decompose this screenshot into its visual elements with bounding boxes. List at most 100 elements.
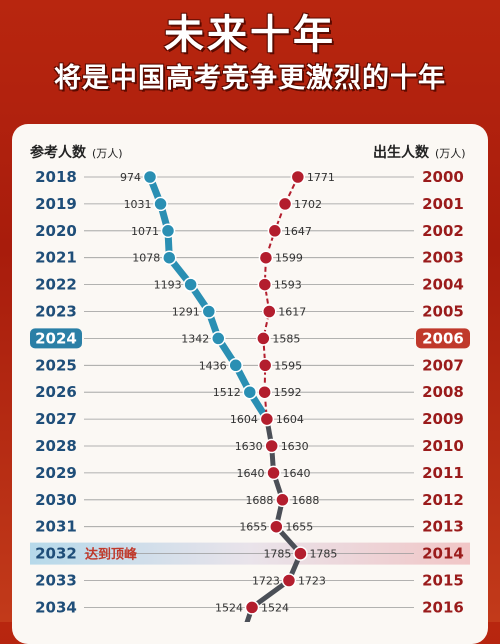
- chart-panel: 参考人数 (万人) 出生人数 (万人) 2018 2000 2019 2001 2020 2002…: [12, 124, 488, 644]
- merged-point: [269, 519, 284, 534]
- exam-value-label: 1785: [263, 548, 291, 561]
- birth-value-label: 1599: [275, 252, 303, 265]
- exam-year-label: 2021: [35, 249, 77, 267]
- exam-year-label: 2027: [35, 410, 77, 428]
- birth-value-label: 1655: [285, 521, 313, 534]
- birth-value-label: 1647: [284, 225, 312, 238]
- birth-point: [257, 358, 273, 373]
- peak-label: 达到顶峰: [85, 547, 138, 563]
- exam-year-label: 2020: [35, 222, 77, 240]
- exam-year-label: 2026: [35, 383, 77, 401]
- birth-value-label: 1771: [307, 171, 335, 184]
- exam-year-label: 2033: [35, 572, 77, 590]
- birth-year-label: 2008: [422, 383, 464, 401]
- merged-point: [259, 411, 275, 427]
- exam-year-label: 2023: [35, 303, 77, 321]
- exam-value-label: 1071: [131, 225, 159, 238]
- birth-value-label: 1593: [274, 279, 302, 292]
- exam-year-label: 2018: [35, 168, 77, 186]
- exam-year-label: 2034: [35, 598, 77, 616]
- birth-value-label: 1785: [309, 548, 337, 561]
- merged-point: [275, 492, 290, 508]
- birth-year-label: 2005: [422, 303, 464, 321]
- exam-value-label: 974: [120, 171, 141, 184]
- birth-year-label: 2003: [422, 249, 464, 267]
- birth-value-label: 1595: [274, 359, 302, 372]
- birth-year-label: 2001: [422, 195, 464, 213]
- birth-year-label: 2012: [422, 491, 464, 509]
- birth-value-label: 1617: [278, 306, 306, 319]
- exam-point: [211, 331, 226, 346]
- birth-point: [262, 304, 277, 319]
- exam-year-label: 2028: [35, 437, 77, 455]
- birth-point: [277, 196, 293, 212]
- exam-year-label: 2032: [35, 545, 77, 563]
- right-axis-label: 出生人数: [373, 144, 430, 161]
- birth-point: [257, 277, 273, 292]
- exam-value-label: 1291: [172, 306, 200, 319]
- subtitle: 将是中国高考竞争更激烈的十年: [54, 63, 446, 94]
- chart-svg: 参考人数 (万人) 出生人数 (万人) 2018 2000 2019 2001 2020 2002…: [30, 144, 470, 622]
- birth-year-label: 2010: [422, 437, 464, 455]
- birth-year-label: 2011: [422, 464, 464, 482]
- birth-year-label: 2000: [422, 168, 464, 186]
- birth-year-label: 2006: [422, 329, 464, 347]
- birth-value-label: 1688: [291, 494, 319, 507]
- exam-year-label: 2024: [35, 329, 77, 347]
- left-axis-label: 参考人数: [30, 144, 87, 161]
- birth-year-label: 2015: [422, 572, 464, 590]
- exam-value-label: 1604: [230, 413, 258, 426]
- exam-value-label: 1436: [199, 359, 227, 372]
- exam-point: [142, 169, 158, 185]
- exam-value-label: 1078: [132, 252, 160, 265]
- birth-year-label: 2009: [422, 410, 464, 428]
- exam-point: [153, 196, 168, 212]
- main-title: 未来十年: [164, 12, 336, 58]
- merged-point: [244, 600, 260, 615]
- exam-point: [162, 250, 177, 265]
- birth-point: [258, 250, 274, 265]
- birth-value-label: 1723: [298, 575, 326, 588]
- birth-year-label: 2016: [422, 598, 464, 616]
- exam-year-label: 2019: [35, 195, 77, 213]
- right-axis-unit: (万人): [435, 147, 466, 160]
- birth-value-label: 1630: [281, 440, 309, 453]
- exam-value-label: 1655: [239, 521, 267, 534]
- exam-point: [183, 277, 198, 292]
- birth-point: [267, 223, 283, 239]
- birth-year-label: 2004: [422, 276, 464, 294]
- highlight-right-badge: [416, 328, 470, 349]
- exam-year-label: 2029: [35, 464, 77, 482]
- exam-year-label: 2025: [35, 356, 77, 374]
- highlight-left-badge: [30, 328, 82, 349]
- exam-value-label: 1193: [154, 279, 182, 292]
- exam-point: [160, 223, 176, 239]
- merged-point: [281, 573, 297, 588]
- left-axis-unit: (万人): [92, 147, 123, 160]
- merged-point: [264, 438, 279, 454]
- exam-value-label: 1512: [213, 386, 241, 399]
- exam-value-label: 1630: [235, 440, 263, 453]
- birth-value-label: 1592: [274, 386, 302, 399]
- birth-point: [257, 384, 272, 400]
- exam-value-label: 1723: [252, 575, 280, 588]
- birth-year-label: 2013: [422, 518, 464, 536]
- birth-point: [256, 331, 271, 346]
- exam-point: [228, 358, 243, 373]
- birth-value-label: 1524: [261, 601, 289, 614]
- birth-value-label: 1585: [272, 332, 300, 345]
- exam-year-label: 2030: [35, 491, 77, 509]
- birth-series-line: [262, 176, 299, 420]
- exam-value-label: 1524: [215, 601, 243, 614]
- merged-point: [293, 546, 308, 561]
- birth-year-label: 2007: [422, 356, 464, 374]
- birth-year-label: 2014: [422, 545, 464, 563]
- birth-value-label: 1604: [276, 413, 304, 426]
- birth-point: [290, 169, 306, 185]
- exam-point: [201, 304, 217, 319]
- exam-value-label: 1342: [181, 332, 209, 345]
- birth-value-label: 1702: [294, 198, 322, 211]
- exam-year-label: 2022: [35, 276, 77, 294]
- exam-value-label: 1031: [124, 198, 152, 211]
- exam-series-line: [146, 173, 271, 423]
